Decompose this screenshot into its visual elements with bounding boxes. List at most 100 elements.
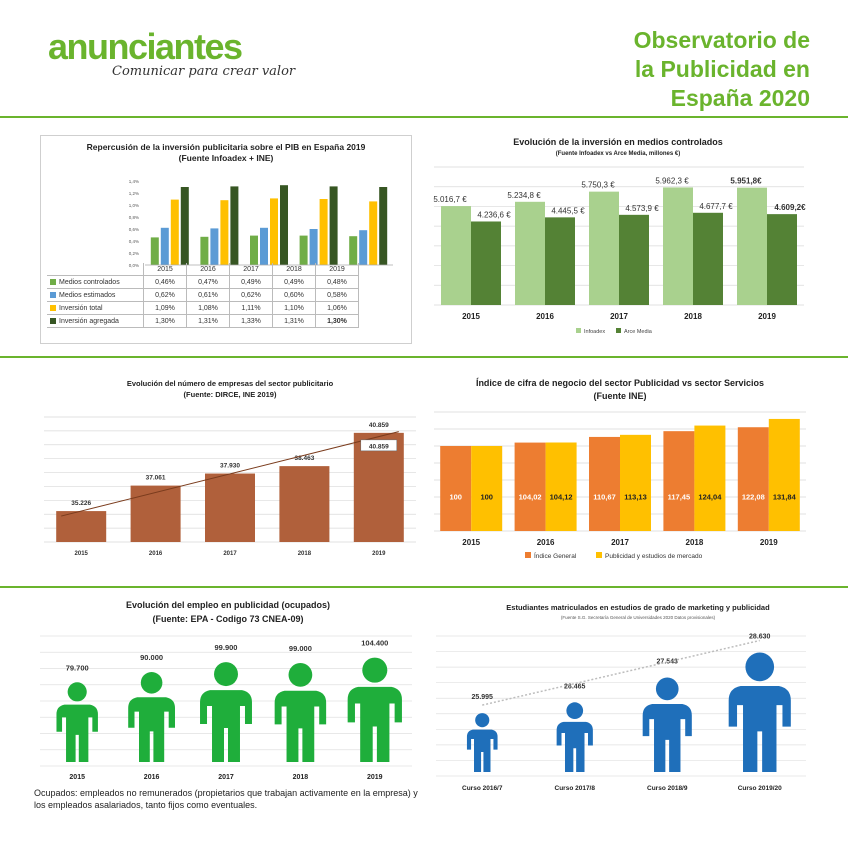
data-label: 90.000 <box>140 653 163 662</box>
bar <box>515 201 545 305</box>
person-icon <box>128 672 175 762</box>
legend-swatch <box>596 552 602 558</box>
person-icon <box>642 677 692 772</box>
table-header-cell: 2015 <box>143 263 187 276</box>
person-icon <box>466 713 498 772</box>
empresas-chart-panel: Evolución del número de empresas del sec… <box>40 372 420 572</box>
bar <box>309 229 318 265</box>
x-tick-label: 2017 <box>610 312 628 321</box>
x-tick-label: Curso 2019/20 <box>738 785 782 792</box>
data-label: 27.543 <box>657 659 679 666</box>
data-label: 4.677,7 € <box>699 202 733 211</box>
x-tick-label: 2015 <box>462 312 480 321</box>
table-cell: 0,60% <box>272 288 316 302</box>
bar <box>170 199 179 265</box>
legend: Infoadex Arce Media <box>576 328 653 335</box>
legend-swatch <box>50 278 56 285</box>
data-label: 113,13 <box>624 493 647 502</box>
data-label: 124,04 <box>698 493 722 502</box>
data-label: 4.445,5 € <box>551 206 585 215</box>
x-tick-label: 2016 <box>149 551 163 557</box>
bar <box>329 186 338 265</box>
person-icon <box>728 652 791 772</box>
chart-subtitle: (Fuente INE) <box>594 391 647 401</box>
table-header-cell: 2017 <box>229 263 273 276</box>
x-tick-label: 2019 <box>758 312 776 321</box>
y-tick-label: 1,0% <box>129 203 139 208</box>
table-cell: 1,30% <box>143 314 187 328</box>
row-label: Medios estimados <box>59 291 116 299</box>
y-tick-label: 0,0% <box>129 263 139 268</box>
bar <box>160 227 169 265</box>
bar <box>270 198 278 265</box>
data-label: 117,45 <box>668 493 691 502</box>
logo: anunciantes <box>48 26 243 67</box>
pib-chart-panel: Repercusión de la inversión publicitaria… <box>40 135 412 344</box>
trendline <box>482 639 760 706</box>
x-tick-label: 2017 <box>223 551 237 557</box>
indice-chart-panel: Índice de cifra de negocio del sector Pu… <box>428 372 812 572</box>
bar <box>545 442 577 531</box>
data-label: 40.859 <box>369 422 389 429</box>
bar <box>440 446 472 531</box>
y-tick-label: 0,8% <box>129 215 139 220</box>
data-label: 110,67 <box>593 493 616 502</box>
bar <box>663 187 693 305</box>
x-tick-label: 2016 <box>537 538 555 547</box>
legend-label: Índice General <box>534 551 577 560</box>
legend-label: Arce Media <box>624 329 653 335</box>
bar <box>619 214 649 305</box>
x-tick-label: 2015 <box>75 551 89 557</box>
callout-label: 40.859 <box>369 443 389 450</box>
divider <box>0 356 848 358</box>
x-tick-label: 2016 <box>536 312 554 321</box>
data-label: 5.962,3 € <box>655 176 689 185</box>
table-cell: 1,09% <box>143 301 187 315</box>
legend-swatch <box>576 328 581 333</box>
trendline <box>61 431 399 517</box>
data-label: 5.951,8€ <box>730 177 762 186</box>
chart-title: Índice de cifra de negocio del sector Pu… <box>476 378 764 388</box>
row-label: Inversión agregada <box>59 317 119 325</box>
inversion-chart: Evolución de la inversión en medios cont… <box>433 137 806 335</box>
bar <box>205 473 255 542</box>
bar <box>589 436 620 531</box>
bar <box>441 206 471 305</box>
estudiantes-chart: Estudiantes matriculados en estudios de … <box>436 603 806 792</box>
estudiantes-chart-panel: Estudiantes matriculados en estudios de … <box>430 596 812 806</box>
data-label: 37.930 <box>220 463 240 470</box>
divider <box>0 116 848 118</box>
table-row: Inversión agregada 1,30% 1,31% 1,33% 1,3… <box>47 314 359 328</box>
bar <box>56 511 107 542</box>
pib-data-table: 2015 2016 2017 2018 2019 Medios controla… <box>47 263 359 328</box>
table-header-cell: 2019 <box>315 263 359 276</box>
row-label: Medios controlados <box>59 278 120 286</box>
bar <box>694 425 726 531</box>
empleo-chart: Evolución del empleo en publicidad (ocup… <box>40 600 412 781</box>
x-tick-label: 2017 <box>218 774 234 781</box>
table-header-cell: 2018 <box>272 263 316 276</box>
data-label: 100 <box>480 493 493 502</box>
data-label: 104.400 <box>361 639 388 648</box>
x-tick-label: 2018 <box>293 774 309 781</box>
bar <box>379 187 388 265</box>
legend-swatch <box>616 328 621 333</box>
data-label: 100 <box>449 493 462 502</box>
table-cell: 0,58% <box>315 288 359 302</box>
callout-box <box>360 439 398 452</box>
data-label: 4.573,9 € <box>625 204 659 213</box>
chart-subtitle: (Fuente: DIRCE, INE 2019) <box>184 390 277 399</box>
bar <box>279 466 330 542</box>
page-title: Observatorio de la Publicidad en España … <box>634 26 810 113</box>
table-cell: 0,62% <box>143 288 187 302</box>
data-label: 5.750,3 € <box>581 181 615 190</box>
data-label: 131,84 <box>773 493 797 502</box>
x-tick-label: 2018 <box>686 538 704 547</box>
table-row: Inversión total 1,09% 1,08% 1,11% 1,10% … <box>47 301 359 315</box>
bar <box>737 427 769 531</box>
table-cell: 1,11% <box>229 301 273 315</box>
x-tick-label: 2018 <box>298 551 312 557</box>
bar <box>319 199 328 265</box>
bar <box>768 418 800 531</box>
x-tick-label: 2017 <box>611 538 629 547</box>
